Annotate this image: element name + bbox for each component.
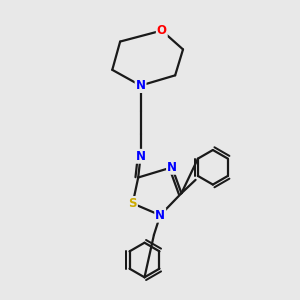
- Text: N: N: [136, 79, 146, 92]
- Text: O: O: [157, 24, 167, 37]
- Text: N: N: [136, 150, 146, 163]
- Text: N: N: [167, 161, 177, 174]
- Text: N: N: [155, 209, 165, 222]
- Text: S: S: [128, 197, 137, 210]
